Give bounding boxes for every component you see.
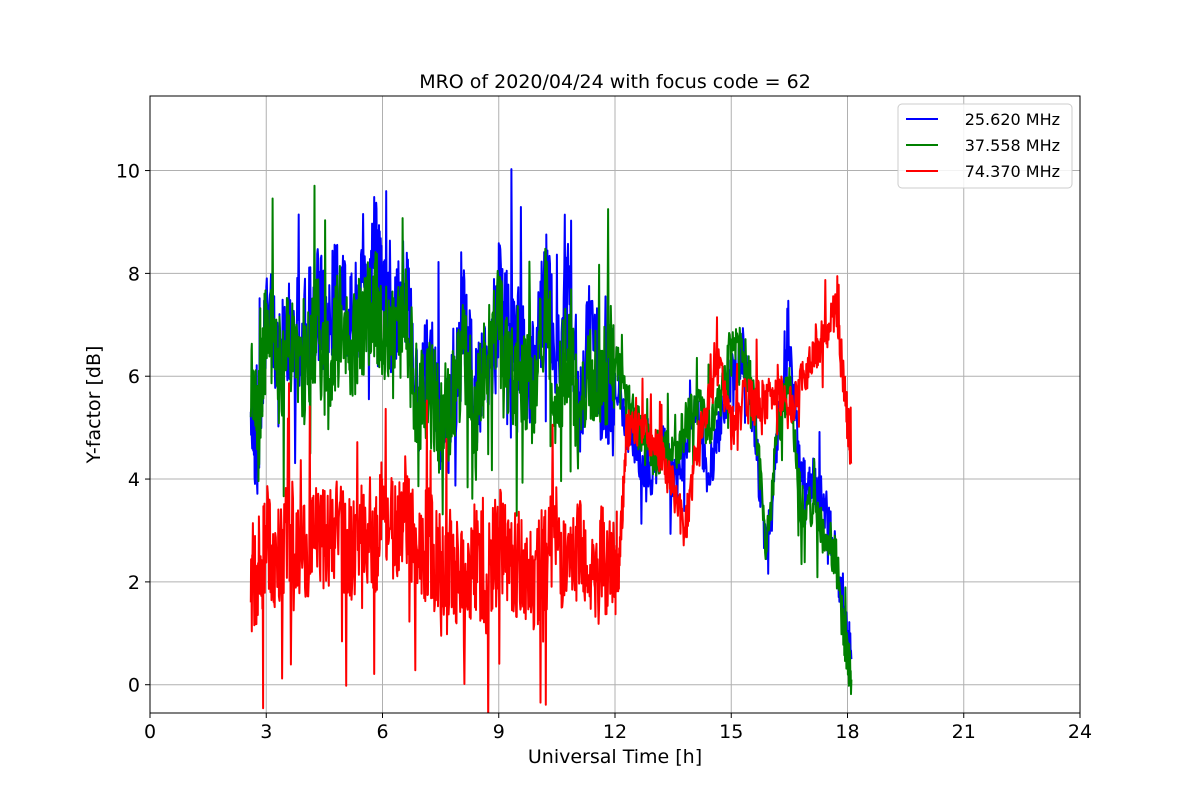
- legend: 25.620 MHz 37.558 MHz 74.370 MHz: [897, 103, 1073, 189]
- legend-box: [897, 103, 1073, 189]
- y-tick-label-1: 2: [128, 572, 140, 594]
- x-tick-label-8: 24: [1068, 721, 1092, 743]
- y-tick-label-3: 6: [128, 366, 140, 388]
- y-axis-label: Y-factor [dB]: [83, 346, 105, 465]
- series-line-2: [249, 275, 853, 713]
- x-tick-label-1: 3: [260, 721, 272, 743]
- legend-label-1: 37.558 MHz: [965, 136, 1060, 155]
- chart-title: MRO of 2020/04/24 with focus code = 62: [419, 71, 811, 93]
- x-tick-label-6: 18: [835, 721, 859, 743]
- legend-label-2: 74.370 MHz: [965, 162, 1060, 181]
- x-tick-label-0: 0: [144, 721, 156, 743]
- x-tick-label-7: 21: [952, 721, 976, 743]
- x-tick-label-2: 6: [376, 721, 388, 743]
- x-axis-label: Universal Time [h]: [528, 746, 702, 768]
- y-tick-label-5: 10: [116, 161, 140, 183]
- x-tick-label-3: 9: [493, 721, 505, 743]
- series-layer: [249, 168, 853, 713]
- y-tick-label-2: 4: [128, 469, 140, 491]
- y-tick-label-0: 0: [128, 675, 140, 697]
- legend-label-0: 25.620 MHz: [965, 110, 1060, 129]
- x-tick-label-5: 15: [719, 721, 743, 743]
- series-line-1: [249, 184, 853, 696]
- y-tick-label-4: 8: [128, 263, 140, 285]
- x-tick-label-4: 12: [603, 721, 627, 743]
